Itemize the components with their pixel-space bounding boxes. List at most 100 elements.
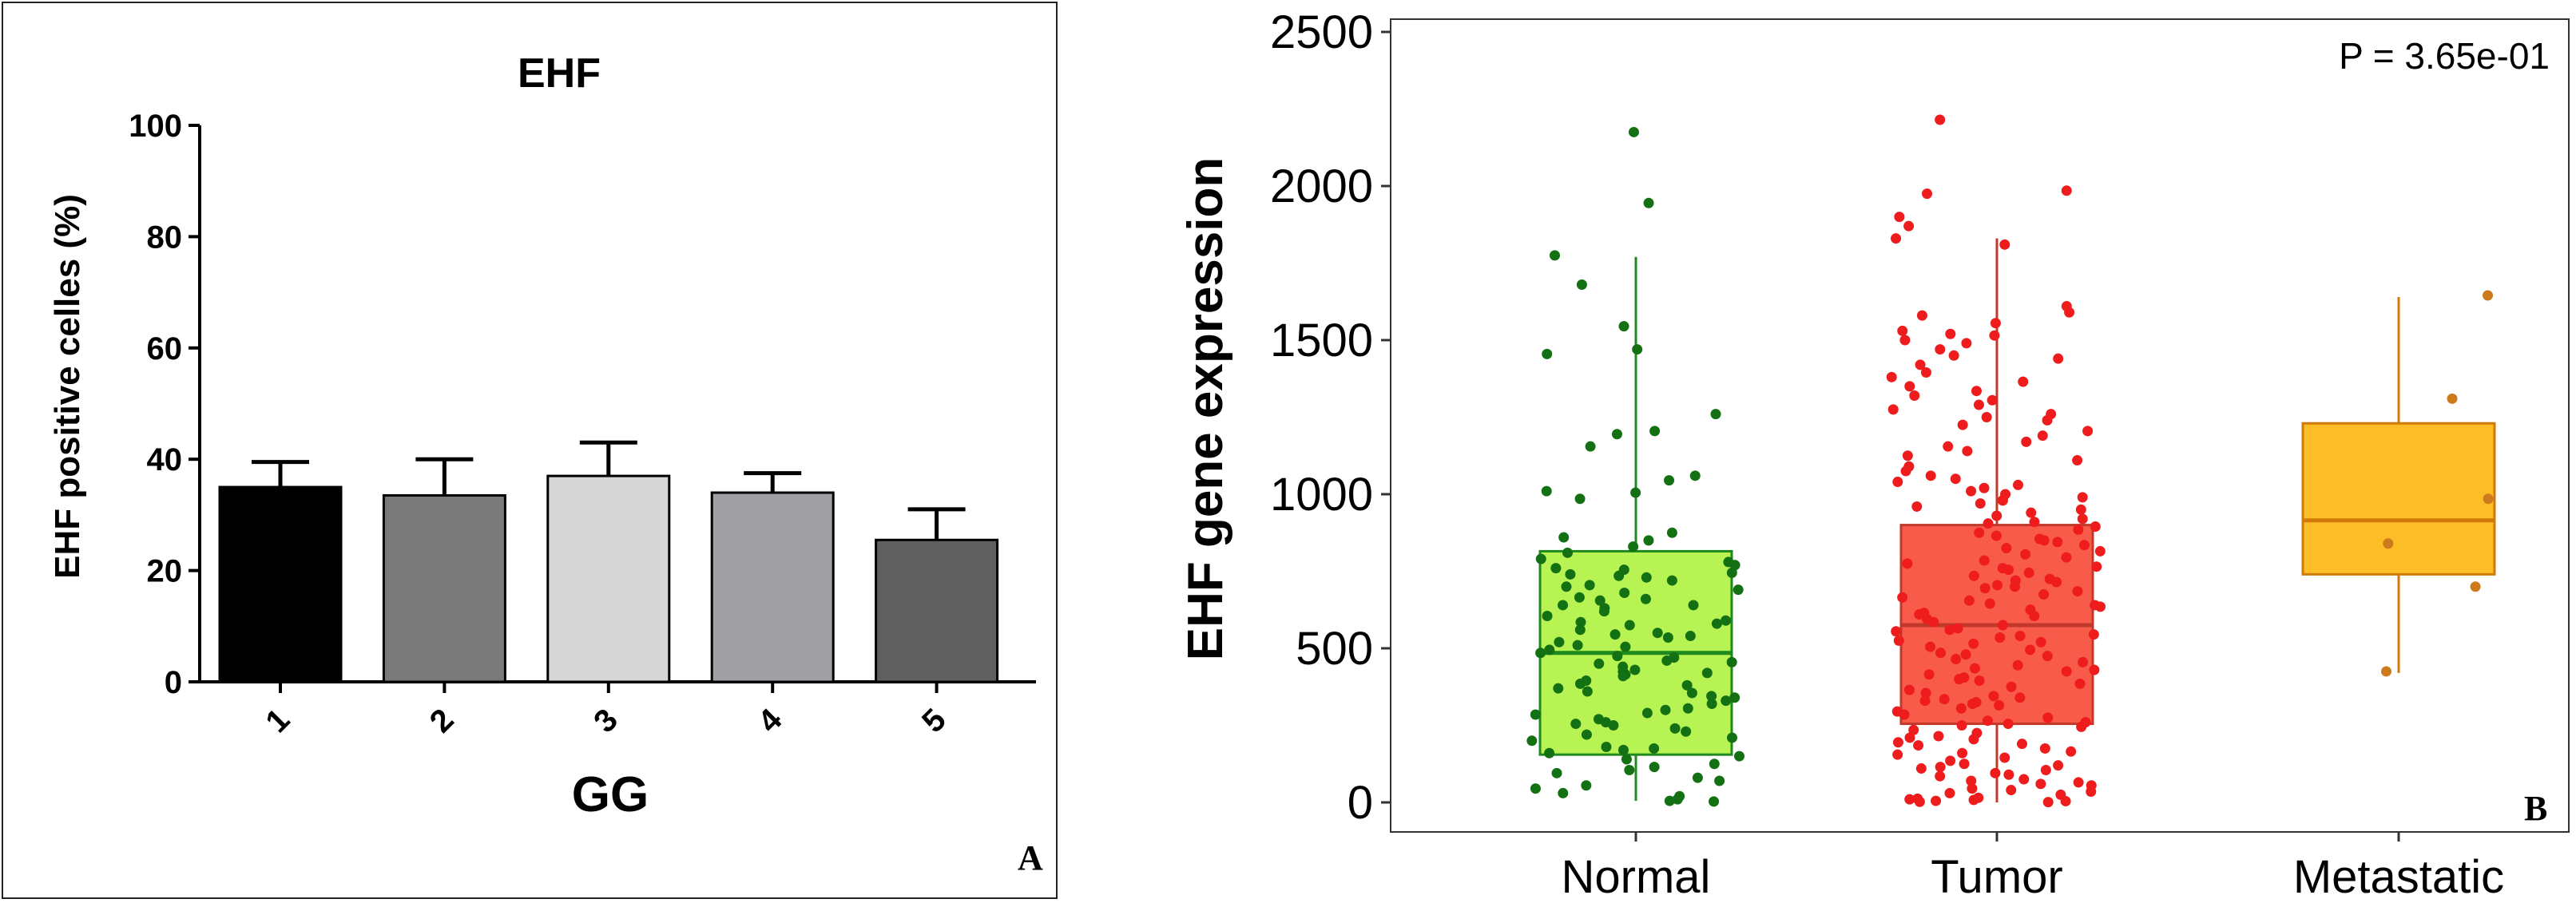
data-point [1551,767,1562,778]
data-point [1968,570,1979,581]
data-point [1989,330,2000,341]
data-point [1943,441,1954,452]
x-axis-label: GG [572,767,649,822]
box-plot: EHF gene expression P = 3.65e-01 0 500 100… [1178,6,2570,903]
data-point [2082,426,2094,437]
data-point [2077,492,2088,503]
data-point [2052,537,2063,548]
data-point [1928,616,1939,628]
data-point [1945,328,1956,339]
data-point [1726,732,1737,743]
data-point [1951,654,1962,665]
data-point [1574,678,1586,689]
data-point [1672,794,1683,805]
data-point [1886,371,1897,382]
data-point [1669,723,1681,734]
data-point [2061,552,2072,563]
data-point [2037,430,2048,442]
data-point [2061,185,2072,196]
data-point [1662,632,1673,643]
y-tick-label: 20 [147,554,183,589]
data-point [1558,787,1569,798]
data-point [2040,764,2051,775]
data-point [1542,348,1553,359]
data-point [1628,541,1639,552]
data-point [1574,624,1586,636]
data-point [1652,628,1663,639]
data-point [1922,188,1933,200]
data-point [1920,367,1931,378]
data-point [1581,729,1592,740]
data-point [2088,629,2099,640]
y-tick-label: 40 [147,442,183,477]
data-point [2013,479,2024,490]
data-point [1952,623,1963,634]
data-point [1688,600,1699,611]
data-point [2380,666,2391,677]
data-point [1967,698,1978,709]
data-point [1892,749,1903,760]
data-point [1689,470,1701,481]
data-point [2029,610,2040,621]
data-point [1968,734,1979,745]
data-point [1641,572,1652,583]
data-point [1945,755,1956,766]
data-point [1903,684,1915,695]
data-point [2020,549,2031,560]
panel-b: EHF gene expression P = 3.65e-01 0 500 100… [1150,2,2574,903]
data-point [1963,595,1975,606]
data-point [1584,580,1595,591]
data-point [2026,507,2037,518]
x-tick-label: 5 [915,702,953,739]
data-point [1649,743,1660,754]
data-point [1897,592,1908,603]
data-point [2029,517,2040,528]
data-point [2066,746,2077,757]
data-point [1553,683,1564,694]
data-point [2483,290,2494,301]
data-point [1621,754,1632,765]
data-point [1971,386,1982,397]
y-axis-label: EHF gene expression [1178,157,1233,661]
panel-label: A [1018,838,1043,877]
data-point [2064,307,2075,318]
data-point [1992,580,2003,591]
data-point [1973,399,1984,410]
data-point [1594,658,1605,669]
data-point [1893,635,1904,646]
data-point [1966,775,1977,786]
data-point [1535,648,1546,659]
data-point [1585,441,1596,452]
data-point [1891,626,1902,637]
y-axis-label: EHF positive celles (%) [48,194,87,579]
data-point [1544,644,1555,655]
data-point [2383,538,2394,549]
bar [218,485,343,683]
data-point [2078,656,2089,667]
data-point [1999,752,2010,763]
y-tick-label: 80 [147,220,183,255]
data-point [1997,620,2008,631]
data-point [1915,763,1927,774]
data-point [1682,703,1693,714]
data-point [2091,561,2102,572]
bar [546,474,671,683]
data-point [1912,793,1923,804]
data-point [2077,513,2088,525]
data-point [1726,656,1737,667]
p-value-annotation: P = 3.65e-01 [2339,35,2550,77]
data-point [1686,687,1697,699]
data-point [2010,581,2021,592]
data-point [1897,325,1908,336]
data-point [2073,524,2084,535]
data-point [1935,648,1946,659]
y-tick-label: 2000 [1270,160,1373,212]
data-point [1610,629,1621,640]
y-tick-label: 0 [165,665,182,700]
data-point [1935,344,1946,355]
data-point [1598,606,1610,617]
panel-a: EHF EHF positive celles (%) GG 0 20 40 60 80… [2,2,1058,899]
data-point [2042,797,2054,808]
data-point [2061,666,2072,677]
data-point [1950,473,1961,485]
